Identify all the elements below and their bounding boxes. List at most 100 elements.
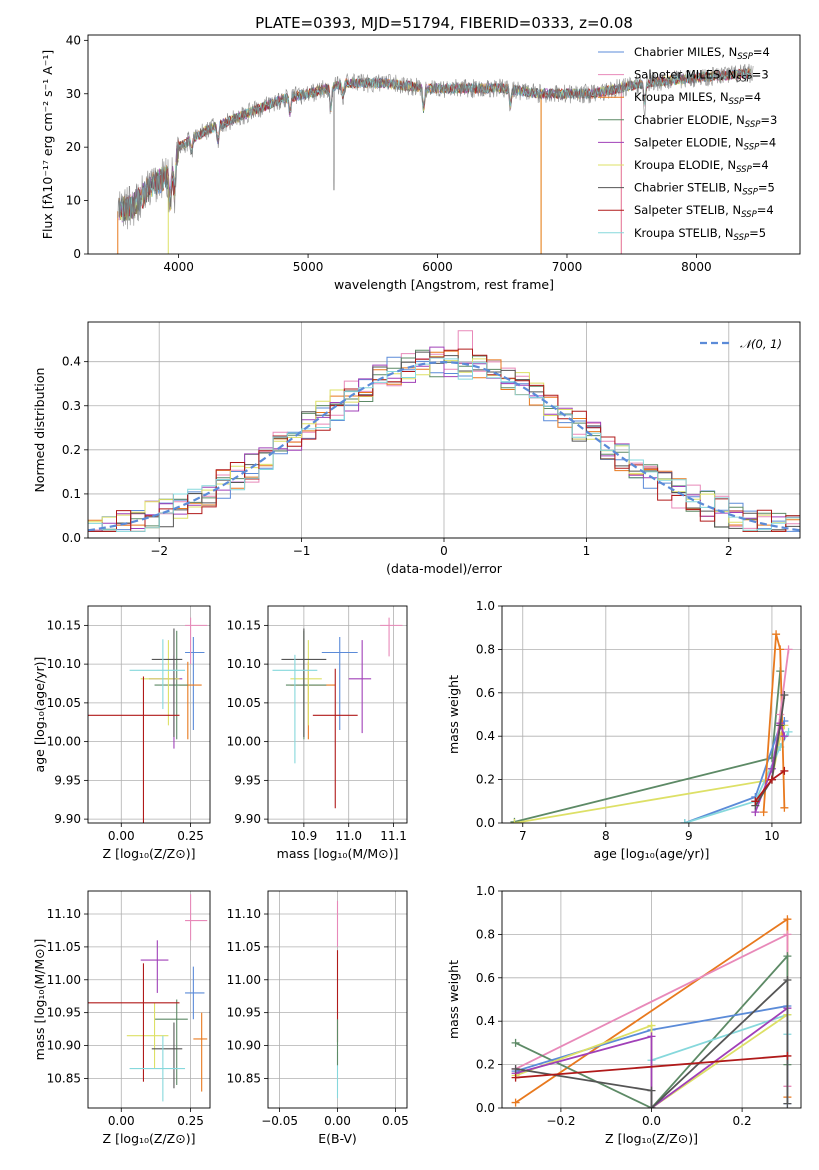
panel-age_vs_mass: 10.9 11.0 11.1 9.90 9.95 10.00 10.05 10.10 10.15… [227, 605, 408, 861]
y-tick-label: 10.90 [227, 1039, 261, 1053]
y-tick-label: 0.0 [476, 816, 495, 830]
x-tick-label: 0.25 [177, 829, 204, 843]
y-tick-label: 0.4 [476, 729, 495, 743]
x-axis-label: Z [log₁₀(Z/Z⊙)] [103, 1131, 196, 1146]
weight-marker-salpeter_stelib [751, 797, 760, 806]
y-tick-label: 0.8 [476, 927, 495, 941]
x-tick-label: 9 [685, 829, 693, 843]
weight-line-salpeter_stelib [515, 1055, 788, 1079]
axes-frame [267, 605, 408, 824]
plot-area [88, 894, 208, 1102]
legend-entry-text: Kroupa STELIB, N [634, 226, 734, 240]
legend-entry: 𝒩(0, 1) [740, 337, 782, 351]
plot-area [510, 630, 793, 823]
y-axis-label: mass weight [446, 960, 461, 1039]
plot-area [511, 915, 792, 1108]
x-tick-label: −1 [293, 544, 311, 558]
legend-entry: Salpeter ELODIE, NSSP=4 [634, 135, 776, 152]
y-tick-label: 11.10 [227, 907, 261, 921]
y-tick-label: 11.05 [227, 940, 261, 954]
y-tick-label: 10.95 [227, 1006, 261, 1020]
y-tick-label: 10.05 [227, 696, 261, 710]
y-tick-label: 10.90 [47, 1039, 81, 1053]
y-axis-label: Flux [fλ10⁻¹⁷ erg cm⁻² s⁻¹ A⁻¹] [40, 50, 55, 239]
legend-entry-value: =4 [744, 90, 761, 104]
histogram-kroupa_stelib [88, 357, 800, 532]
legend-entry-sub: SSP [741, 210, 757, 220]
y-tick-label: 0.1 [62, 487, 81, 501]
y-tick-label: 11.00 [47, 973, 81, 987]
axes-frame [501, 890, 802, 1109]
weight-marker-chabrier_elodie [511, 1038, 520, 1047]
y-tick-label: 0 [73, 247, 81, 261]
legend-entry-text: Kroupa MILES, N [634, 90, 729, 104]
x-tick-label: 0.00 [108, 829, 135, 843]
legend-entry-value: =4 [757, 203, 774, 217]
x-tick-label: 8 [602, 829, 610, 843]
weight-marker-kroupa_elodie [647, 1021, 656, 1030]
legend-entry-value: =5 [758, 181, 775, 195]
weight-marker-kroupa_stelib [784, 727, 793, 736]
y-tick-label: 10.85 [227, 1071, 261, 1085]
y-tick-label: 0.8 [476, 642, 495, 656]
y-tick-label: 10.00 [227, 735, 261, 749]
y-tick-label: 11.00 [227, 973, 261, 987]
y-tick-label: 20 [66, 140, 81, 154]
weight-line-chabrier_stelib [515, 977, 789, 1108]
y-tick-label: 10.85 [47, 1071, 81, 1085]
legend-entry-sub: SSP [729, 97, 745, 107]
weight-marker-salpeter_miles [776, 710, 785, 719]
y-tick-label: 10.00 [47, 735, 81, 749]
legend-entry: Salpeter MILES, NSSP=3 [634, 68, 769, 85]
panel-massweight_vs_age: 7 8 9 10 0.0 0.2 0.4 0.6 0.8 1.0 age [log₁₀(age/yr… [446, 599, 802, 861]
weight-marker-salpeter_miles [783, 930, 792, 939]
legend-entry-value: =3 [752, 68, 769, 82]
y-tick-label: 10.15 [47, 618, 81, 632]
x-tick-label: 0.00 [108, 1114, 135, 1128]
x-axis-label: Z [log₁₀(Z/Z⊙)] [103, 846, 196, 861]
plot-area [272, 617, 403, 809]
legend-entry-value: =4 [752, 158, 769, 172]
y-tick-label: 9.90 [234, 812, 261, 826]
legend-entry-text: Chabrier ELODIE, N [634, 113, 745, 127]
panel-age_vs_z: 0.00 0.25 9.90 9.95 10.00 10.05 10.10 10.15 Z [l… [32, 605, 211, 861]
y-tick-label: 0.4 [62, 355, 81, 369]
chart-title: PLATE=0393, MJD=51794, FIBERID=0333, z=0… [255, 14, 633, 32]
legend-entry-sub: SSP [736, 75, 752, 85]
legend-entry-value: =3 [760, 113, 777, 127]
y-tick-label: 30 [66, 87, 81, 101]
legend-entry-text: Salpeter STELIB, N [634, 203, 741, 217]
legend-entry-sub: SSP [736, 165, 752, 175]
y-tick-label: 9.95 [54, 773, 81, 787]
x-tick-label: 8000 [681, 260, 712, 274]
x-axis-label: mass [log₁₀(M/M⊙)] [277, 846, 399, 861]
y-tick-label: 0.2 [476, 1058, 495, 1072]
x-tick-label: 11.0 [335, 829, 362, 843]
y-tick-label: 1.0 [476, 884, 495, 898]
plot-area [117, 63, 754, 254]
weight-marker-kroupa_miles [759, 808, 768, 817]
y-tick-label: 1.0 [476, 599, 495, 613]
x-tick-label: 0.00 [324, 1114, 351, 1128]
legend-entry-text: Chabrier MILES, N [634, 45, 737, 59]
x-axis-label: (data-model)/error [386, 561, 503, 576]
weight-line-chabrier_stelib [754, 694, 786, 807]
y-tick-label: 10.10 [47, 657, 81, 671]
plot-area [88, 330, 800, 532]
weight-marker-salpeter_elodie [647, 1032, 656, 1041]
x-tick-label: −0.2 [546, 1114, 575, 1128]
axes-frame [501, 605, 802, 824]
y-axis-label: mass [log₁₀(M/M⊙)] [32, 939, 47, 1061]
y-tick-label: 11.10 [47, 907, 81, 921]
y-tick-label: 10.15 [227, 618, 261, 632]
panel-residuals: −2 −1 0 1 2 0.0 0.1 0.2 0.3 0.4 (data-model)/error… [32, 321, 801, 576]
y-tick-label: 0.3 [62, 399, 81, 413]
x-tick-label: 0.05 [382, 1114, 409, 1128]
y-tick-label: 0.2 [62, 443, 81, 457]
x-tick-label: 11.1 [380, 829, 407, 843]
plot-area [88, 617, 208, 823]
legend-entry-sub: SSP [737, 52, 753, 62]
legend-entry: Chabrier STELIB, NSSP=5 [634, 181, 775, 198]
gaussian-curve [88, 360, 800, 532]
y-axis-label: age [log₁₀(age/yr)] [32, 657, 47, 773]
